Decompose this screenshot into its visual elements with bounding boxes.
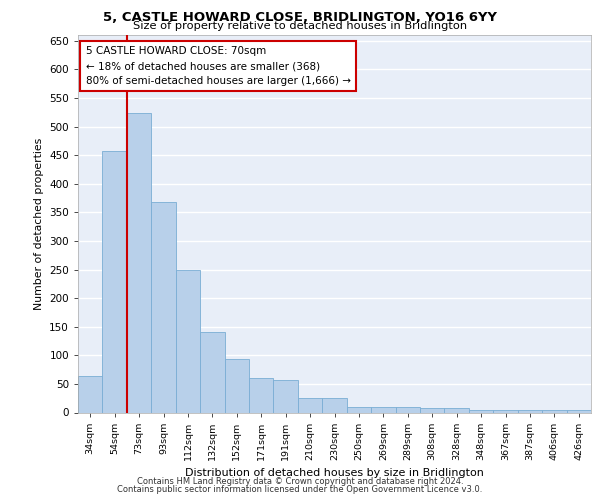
Bar [249,378,274,412]
Bar [542,410,566,412]
Text: 5 CASTLE HOWARD CLOSE: 70sqm
← 18% of detached houses are smaller (368)
80% of s: 5 CASTLE HOWARD CLOSE: 70sqm ← 18% of de… [86,46,350,86]
Bar [103,151,127,412]
Bar [518,410,542,412]
Text: 5, CASTLE HOWARD CLOSE, BRIDLINGTON, YO16 6YY: 5, CASTLE HOWARD CLOSE, BRIDLINGTON, YO1… [103,11,497,24]
Bar [493,410,518,412]
Bar [395,407,420,412]
Bar [298,398,322,412]
Bar [371,407,395,412]
X-axis label: Distribution of detached houses by size in Bridlington: Distribution of detached houses by size … [185,468,484,478]
Bar [200,332,224,412]
Bar [566,410,591,412]
Text: Contains public sector information licensed under the Open Government Licence v3: Contains public sector information licen… [118,485,482,494]
Bar [151,202,176,412]
Bar [78,376,103,412]
Bar [224,360,249,412]
Bar [274,380,298,412]
Bar [176,270,200,412]
Bar [445,408,469,412]
Text: Size of property relative to detached houses in Bridlington: Size of property relative to detached ho… [133,21,467,31]
Bar [127,113,151,412]
Text: Contains HM Land Registry data © Crown copyright and database right 2024.: Contains HM Land Registry data © Crown c… [137,477,463,486]
Bar [420,408,445,412]
Bar [347,407,371,412]
Bar [322,398,347,412]
Y-axis label: Number of detached properties: Number of detached properties [34,138,44,310]
Bar [469,410,493,412]
